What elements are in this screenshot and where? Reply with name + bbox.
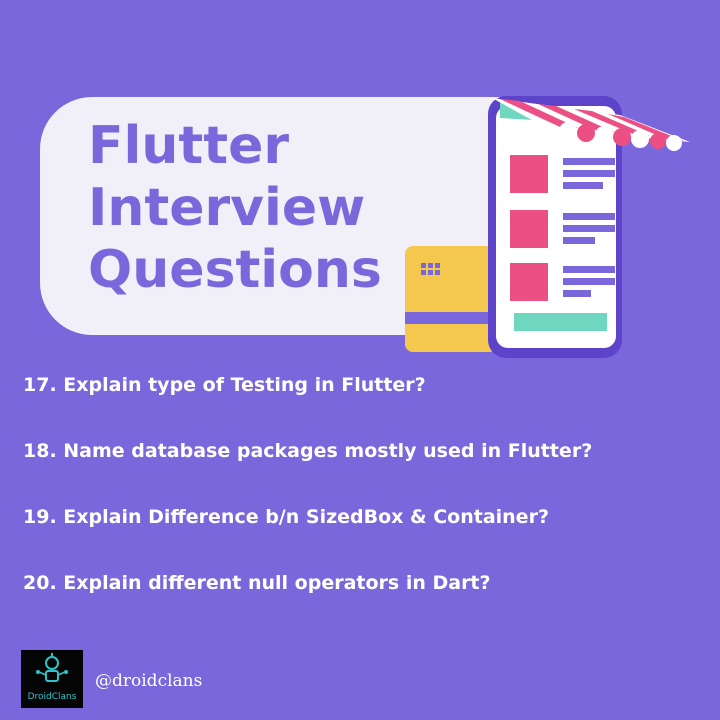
title-line-3: Questions — [88, 240, 382, 300]
social-handle: @droidclans — [95, 671, 203, 691]
awning-icon — [492, 98, 690, 151]
question-item: 19. Explain Difference b/n SizedBox & Co… — [23, 506, 549, 528]
credit-card-icon — [405, 246, 497, 352]
droid-robot-icon — [36, 653, 68, 682]
question-item: 17. Explain type of Testing in Flutter? — [23, 374, 426, 396]
question-item: 20. Explain different null operators in … — [23, 572, 491, 594]
page-title: Flutter Interview Questions — [88, 115, 382, 301]
title-line-2: Interview — [88, 178, 366, 238]
question-item: 18. Name database packages mostly used i… — [23, 440, 593, 462]
questions-list: 17. Explain type of Testing in Flutter? … — [23, 373, 592, 637]
title-line-1: Flutter — [88, 116, 289, 176]
logo-text: DroidClans — [27, 692, 77, 702]
brand-logo: DroidClans — [21, 650, 83, 708]
